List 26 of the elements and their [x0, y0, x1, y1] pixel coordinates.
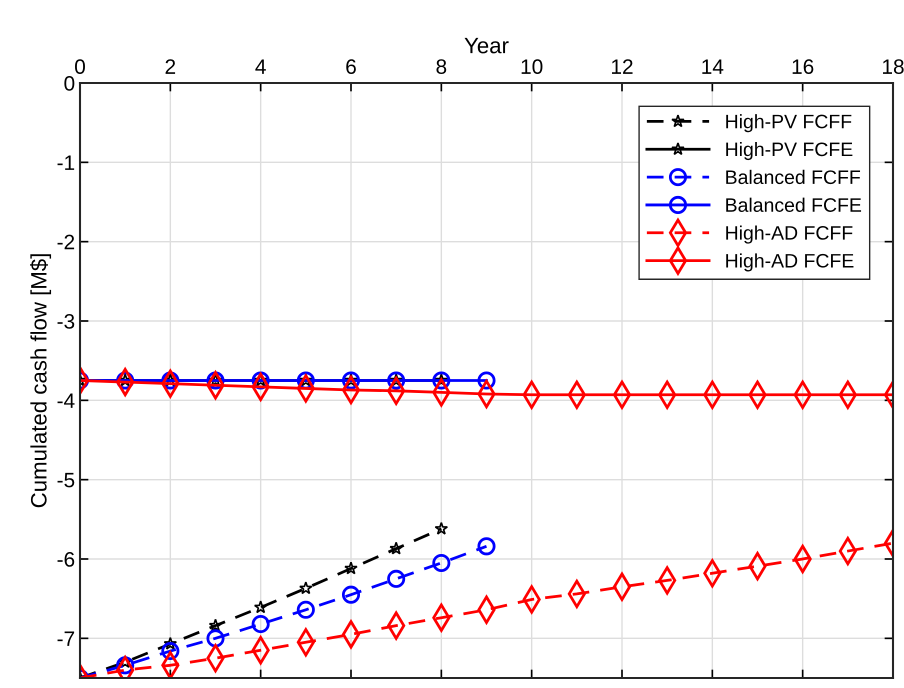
x-tick-label: 2	[166, 59, 176, 74]
y-tick-label: -6	[58, 552, 74, 567]
y-tick-label: -2	[58, 234, 74, 250]
y-tick-label: -3	[58, 314, 74, 329]
x-tick-label: 6	[346, 59, 356, 74]
legend-label: High-PV FCFE	[726, 142, 852, 160]
x-tick-label: 10	[522, 59, 542, 74]
legend-label: Balanced FCFE	[726, 198, 862, 212]
legend-label: High-AD FCFE	[726, 253, 854, 272]
x-tick-label: 12	[612, 59, 633, 74]
x-tick-label: 8	[436, 59, 446, 74]
x-tick-label: 14	[702, 59, 724, 74]
x-axis-title: Year	[464, 38, 509, 54]
x-tick-label: 0	[75, 59, 85, 74]
x-tick-label: 16	[792, 59, 814, 74]
y-axis-title: Cumulated cash flow [M$]	[30, 254, 52, 508]
y-tick-label: -4	[58, 394, 75, 408]
y-tick-label: 0	[64, 76, 74, 91]
legend-label: High-PV FCFF	[726, 114, 852, 132]
legend-label: Balanced FCFF	[726, 170, 860, 184]
y-tick-label: -7	[58, 632, 74, 646]
y-tick-label: -1	[58, 156, 74, 170]
y-tick-label: -5	[58, 472, 74, 488]
x-tick-label: 18	[883, 59, 904, 74]
x-tick-label: 4	[255, 59, 266, 74]
legend-label: High-AD FCFF	[726, 226, 852, 244]
